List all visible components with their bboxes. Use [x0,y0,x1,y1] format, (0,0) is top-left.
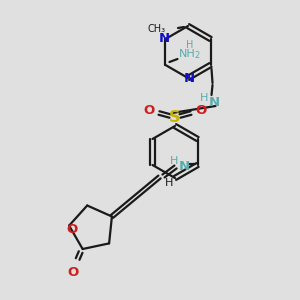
Text: 2: 2 [195,52,200,61]
Text: H: H [200,93,209,103]
Text: CH₃: CH₃ [148,24,166,34]
Text: H: H [170,156,179,166]
Text: NH: NH [179,49,196,59]
Text: H: H [186,40,193,50]
Text: H: H [165,178,174,188]
Text: O: O [67,266,78,278]
Text: O: O [143,103,155,116]
Text: N: N [209,95,220,109]
Text: N: N [183,71,195,85]
Text: O: O [195,103,207,116]
Text: S: S [169,110,181,125]
Text: N: N [179,160,190,172]
Text: O: O [67,223,78,236]
Text: N: N [159,32,170,46]
